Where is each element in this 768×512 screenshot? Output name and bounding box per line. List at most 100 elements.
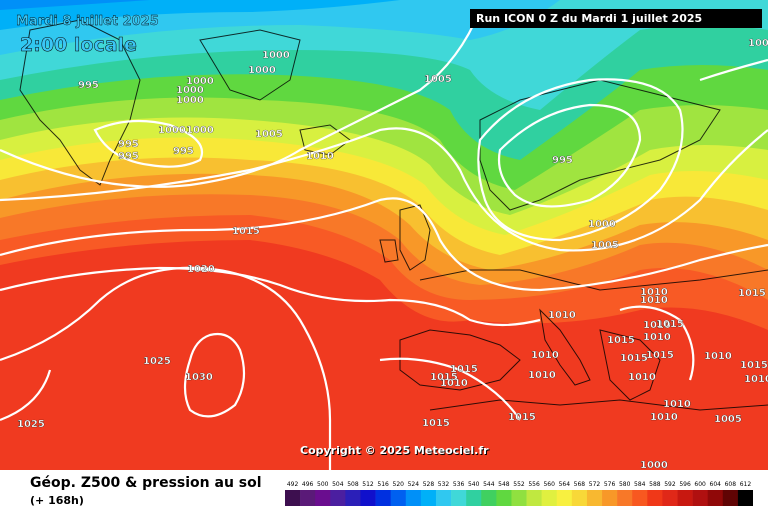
scale-tick-label: 520 (393, 481, 405, 488)
isobar-label: 1010 (306, 151, 334, 162)
scale-swatch (405, 490, 422, 506)
isobar-label: 1010 (628, 372, 656, 383)
isobar-label: 1025 (17, 419, 45, 430)
scale-tick-label: 576 (604, 481, 616, 488)
scale-tick-label: 540 (468, 481, 480, 488)
scale-tick-label: 608 (725, 481, 737, 488)
isobar-label: 1010 (640, 295, 668, 306)
isobar-label: 1000 (588, 219, 616, 230)
scale-tick-label: 564 (559, 481, 571, 488)
forecast-date: Mardi 8 juillet 2025 (16, 14, 159, 29)
isobar-label: 1015 (508, 412, 536, 423)
isobar-label: 1020 (187, 264, 215, 275)
scale-tick-label: 548 (498, 481, 510, 488)
isobar-label: 995 (118, 151, 139, 162)
isobar-label: 1005 (591, 240, 619, 251)
scale-swatch (647, 490, 663, 506)
scale-tick-label: 532 (438, 481, 450, 488)
isobar-label: 1015 (620, 353, 648, 364)
scale-swatch (556, 490, 573, 506)
isobar-label: 1000 (640, 460, 668, 470)
isobar-label: 1000 (186, 125, 214, 136)
isobar-label: 1025 (143, 356, 171, 367)
scale-swatch (375, 490, 391, 506)
isobar-label: 1015 (607, 335, 635, 346)
isobar-label: 1015 (450, 364, 478, 375)
scale-tick-label: 512 (362, 481, 374, 488)
scale-swatch (420, 490, 437, 506)
scale-swatch (451, 490, 467, 506)
run-info-banner: Run ICON 0 Z du Mardi 1 juillet 2025 (470, 9, 762, 28)
isobar-label: 1010 (650, 412, 678, 423)
scale-swatch (435, 490, 452, 506)
isobar-label: 1000 (158, 125, 186, 136)
scale-swatch (315, 490, 331, 506)
isobar-lines (0, 9, 768, 470)
isobar-label: 1010 (643, 332, 671, 343)
scale-tick-label: 496 (302, 481, 314, 488)
isobar-label: 1000 (176, 85, 204, 96)
isobar-label: 1030 (185, 372, 213, 383)
scale-swatch (677, 490, 693, 506)
isobar-label: 1010 (531, 350, 559, 361)
color-scale: 492 496 500 504 508 512 516 520 524 528 532 536 540 5… (285, 481, 753, 506)
scale-tick-label: 524 (408, 481, 420, 488)
scale-tick-label: 588 (649, 481, 661, 488)
isobar-label: 1010 (663, 399, 691, 410)
weather-map: 995 1000 1000 1000 1000 1000 1000 1000 9… (0, 0, 768, 470)
scale-swatch (602, 490, 618, 506)
isobar-label: 1015 (646, 350, 674, 361)
scale-swatch (571, 490, 588, 506)
isobar-label: 1015 (232, 226, 260, 237)
scale-swatch (617, 490, 633, 506)
scale-swatch (662, 490, 678, 506)
scale-swatch (707, 490, 724, 506)
isobar-label: 1015 (738, 288, 766, 299)
scale-tick-label: 508 (347, 481, 359, 488)
scale-swatch (390, 490, 407, 506)
scale-swatch (541, 490, 558, 506)
scale-swatch (481, 490, 497, 506)
isobar-label: 1010 (640, 287, 668, 298)
scale-tick-label: 584 (634, 481, 646, 488)
forecast-time: 2:00 locale (20, 34, 137, 57)
scale-tick-label: 528 (423, 481, 435, 488)
scale-tick-label: 604 (710, 481, 722, 488)
scale-tick-label: 600 (694, 481, 706, 488)
isobar-label: 1010 (704, 351, 732, 362)
scale-swatch (511, 490, 527, 506)
copyright-notice: Copyright © 2025 Meteociel.fr (300, 444, 489, 457)
scale-swatch (330, 490, 346, 506)
isobar-label: 1005 (255, 129, 283, 140)
isobar-labels: 995 1000 1000 1000 1000 1000 1000 1000 9… (17, 38, 768, 470)
isobar-label: 1015 (656, 319, 684, 330)
scale-swatch (586, 490, 603, 506)
scale-swatch (722, 490, 739, 506)
scale-swatch (632, 490, 648, 506)
scale-tick-label: 560 (543, 481, 555, 488)
scale-tick-label: 516 (377, 481, 389, 488)
isobar-label: 995 (552, 155, 573, 166)
isobar-label: 995 (173, 146, 194, 157)
scale-swatch (692, 490, 709, 506)
isobar-label: 1010 (528, 370, 556, 381)
scale-tick-label: 552 (513, 481, 525, 488)
isobar-label: 995 (78, 80, 99, 91)
isobar-label: 1010 (548, 310, 576, 321)
scale-swatch (300, 490, 316, 506)
scale-swatch (285, 490, 301, 506)
scale-swatch (526, 490, 542, 506)
isobar-label: 1005 (748, 38, 768, 49)
scale-tick-label: 580 (619, 481, 631, 488)
scale-tick-label: 596 (679, 481, 691, 488)
isobar-label: 1000 (262, 50, 290, 61)
scale-tick-label: 592 (664, 481, 676, 488)
scale-tick-label: 504 (332, 481, 344, 488)
isobar-label: 1005 (424, 74, 452, 85)
scale-tick-label: 612 (740, 481, 752, 488)
isobar-label: 1015 (422, 418, 450, 429)
isobar-label: 1005 (714, 414, 742, 425)
scale-tick-label: 556 (528, 481, 540, 488)
legend-title: Géop. Z500 & pression au sol (30, 475, 262, 491)
isobar-label: 1015 (740, 360, 768, 371)
